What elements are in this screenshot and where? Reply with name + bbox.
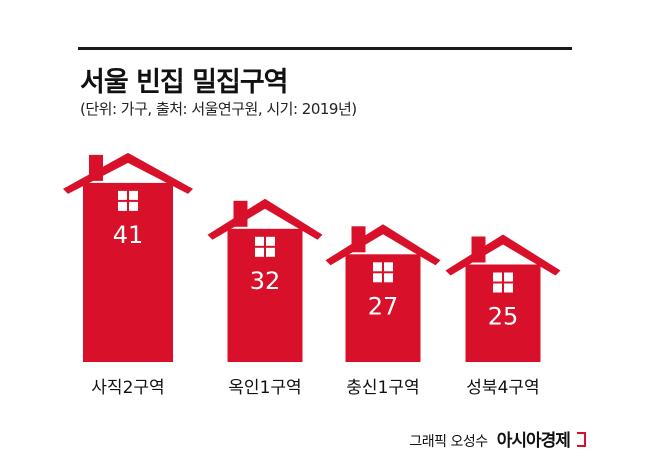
window-icon <box>504 283 513 293</box>
house-roof-1 <box>63 152 193 194</box>
category-label-2: 옥인1구역 <box>228 378 301 398</box>
window-icon <box>129 201 138 211</box>
window-icon <box>266 247 275 257</box>
window-icon <box>255 247 264 257</box>
house-roof-4 <box>445 234 561 276</box>
brand-logo-text: 아시아경제 <box>496 431 571 451</box>
category-label-4: 성북4구역 <box>466 378 539 398</box>
window-icon <box>504 272 513 282</box>
top-rule <box>78 47 572 50</box>
house-roof-2 <box>207 198 323 240</box>
chart-title: 서울 빈집 밀집구역 <box>80 67 289 98</box>
brand-mark-icon <box>577 432 586 447</box>
window-icon <box>384 273 393 283</box>
window-icon <box>266 236 275 246</box>
house-bar-2 <box>227 228 303 362</box>
window-icon <box>384 262 393 272</box>
window-icon <box>493 272 502 282</box>
data-label-2: 32 <box>250 267 281 295</box>
category-label-1: 사직2구역 <box>91 378 164 398</box>
chart-subtitle: (단위: 가구, 출처: 서울연구원, 시기: 2019년) <box>80 100 357 118</box>
graphic-credit: 그래픽 오성수 <box>409 434 488 450</box>
house-bar-1 <box>83 182 173 362</box>
window-icon <box>118 190 127 200</box>
category-label-3: 충신1구역 <box>346 378 419 398</box>
window-icon <box>373 273 382 283</box>
window-icon <box>373 262 382 272</box>
data-label-1: 41 <box>113 221 144 249</box>
window-icon <box>493 283 502 293</box>
credit: 그래픽 오성수 아시아경제 <box>409 426 586 451</box>
data-label-3: 27 <box>368 292 399 320</box>
house-bar-4 <box>465 264 541 362</box>
window-icon <box>255 236 264 246</box>
house-bar-3 <box>345 254 421 362</box>
house-roof-3 <box>325 224 441 266</box>
data-label-4: 25 <box>488 303 519 331</box>
window-icon <box>118 201 127 211</box>
window-icon <box>129 190 138 200</box>
